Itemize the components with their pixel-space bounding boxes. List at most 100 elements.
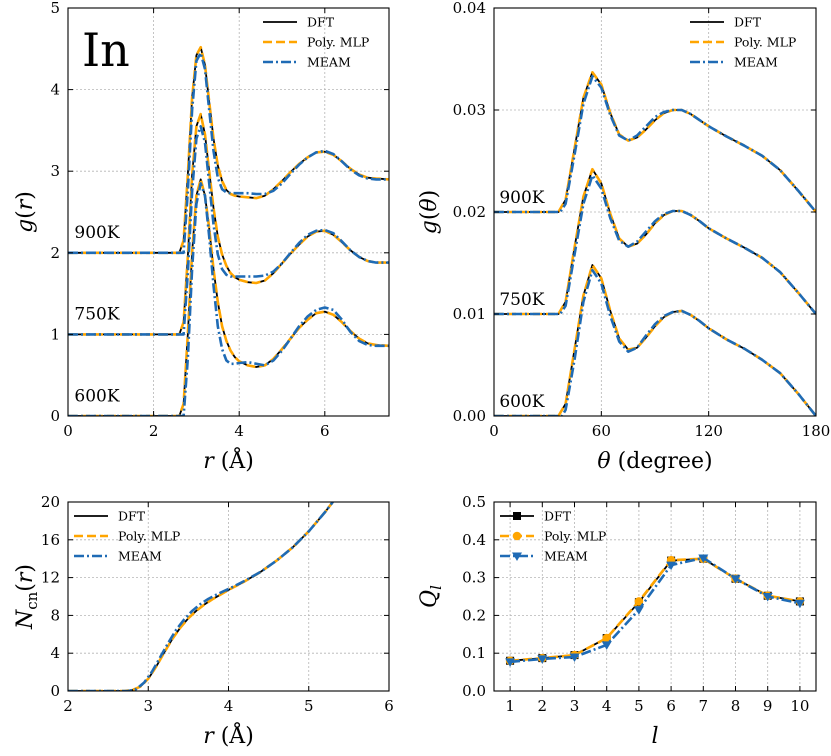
x-tick-label: 4 <box>602 697 612 715</box>
y-tick-label: 5 <box>50 0 60 17</box>
legend-label: Poly. MLP <box>118 529 180 544</box>
y-axis-label: Ncn(r) <box>13 564 41 630</box>
x-tick-label: 8 <box>731 697 741 715</box>
y-tick-label: 0.5 <box>462 493 486 511</box>
panel-ncn: 2 3 4 5 6 0 4 8 12 16 20 r (Å) Ncn(r) DFT Poly. MLP MEA… <box>13 493 394 749</box>
legend-label: DFT <box>544 509 572 524</box>
x-tick-label: 7 <box>699 697 709 715</box>
y-tick-label: 0.2 <box>462 606 486 624</box>
y-tick-label: 0.02 <box>453 203 486 221</box>
y-tick-label: 12 <box>41 569 60 587</box>
legend: DFT Poly. MLP MEAM <box>74 509 180 564</box>
legend: DFT Poly. MLP MEAM <box>500 509 606 564</box>
x-tick-label: 4 <box>224 697 234 715</box>
x-axis-label: θ (degree) <box>597 449 712 474</box>
x-tick-label: 0 <box>489 422 499 440</box>
data-point <box>569 653 580 662</box>
series-line-meam <box>509 556 801 664</box>
y-tick-label: 16 <box>41 531 60 549</box>
series-line-poly-mlp <box>68 178 389 416</box>
panel-ql: 1 2 3 4 5 6 7 8 9 10 0.0 0.1 0.2 0.3 0.4 0.5 l Ql DFT Poly.… <box>417 493 817 749</box>
y-tick-label: 4 <box>50 81 60 99</box>
y-tick-label: 0.1 <box>462 644 486 662</box>
y-axis-label: g(r) <box>13 191 38 233</box>
data-point <box>730 575 741 584</box>
series-line-meam <box>494 174 816 316</box>
data-point <box>666 561 677 571</box>
x-tick-label: 5 <box>304 697 314 715</box>
series-line-dft <box>510 557 801 662</box>
x-tick-label: 4 <box>234 422 244 440</box>
x-tick-label: 120 <box>694 422 723 440</box>
y-tick-label: 0.3 <box>462 569 486 587</box>
legend-label: DFT <box>307 15 335 30</box>
data-point <box>794 599 805 609</box>
panel-rdf: 0 2 4 6 0 1 2 3 4 5 r (Å) g(r) 900K 750K 600K In DFT Poly… <box>13 0 390 474</box>
series-line-dft <box>68 46 389 254</box>
plot-frame <box>67 7 390 417</box>
x-tick-label: 6 <box>666 697 676 715</box>
x-tick-label: 2 <box>63 697 73 715</box>
y-tick-label: 8 <box>50 606 60 624</box>
legend-label: MEAM <box>118 549 162 564</box>
legend-marker <box>512 552 522 561</box>
y-tick-label: 1 <box>50 325 60 343</box>
series-line-poly-mlp <box>509 557 801 663</box>
temperature-label: 900K <box>74 223 119 243</box>
series-line-dft <box>68 502 334 691</box>
y-axis-label: g(θ) <box>417 190 442 235</box>
legend-label: MEAM <box>307 55 351 70</box>
y-tick-label: 0 <box>50 682 60 700</box>
data-point <box>633 606 644 615</box>
plot-frame <box>493 501 817 692</box>
temperature-label: 600K <box>499 392 544 412</box>
data-point <box>537 655 548 664</box>
x-tick-label: 6 <box>320 422 330 440</box>
legend: DFT Poly. MLP MEAM <box>690 15 796 70</box>
temperature-label: 900K <box>499 188 544 208</box>
series-line-meam <box>494 268 816 416</box>
legend-label: DFT <box>734 15 762 30</box>
legend-marker <box>512 531 522 541</box>
series-line-poly-mlp <box>68 112 389 336</box>
data-point <box>698 554 709 563</box>
x-tick-label: 60 <box>592 422 611 440</box>
y-tick-label: 2 <box>50 244 60 262</box>
x-axis-label: l <box>651 724 658 749</box>
x-tick-label: 9 <box>763 697 773 715</box>
series-line-meam <box>494 75 816 214</box>
series-line-poly-mlp <box>68 502 334 691</box>
series-line-meam <box>68 125 389 336</box>
series-line-meam <box>68 182 389 416</box>
x-tick-label: 5 <box>634 697 644 715</box>
temperature-label: 750K <box>74 305 119 325</box>
legend-label: MEAM <box>544 549 588 564</box>
legend: DFT Poly. MLP MEAM <box>263 15 369 70</box>
y-tick-label: 20 <box>41 493 60 511</box>
x-tick-label: 180 <box>802 422 831 440</box>
legend-label: MEAM <box>734 55 778 70</box>
series-line-poly-mlp <box>494 167 816 316</box>
data-point <box>602 633 611 643</box>
data-point <box>762 593 773 602</box>
x-tick-label: 1 <box>505 697 515 715</box>
x-axis-label: r (Å) <box>203 446 254 474</box>
y-tick-label: 0.01 <box>453 305 486 323</box>
data-point <box>634 597 644 606</box>
y-tick-label: 4 <box>50 644 60 662</box>
y-tick-label: 0.0 <box>462 682 486 700</box>
y-axis-label: Ql <box>417 585 445 608</box>
legend-label: Poly. MLP <box>544 529 606 544</box>
panel-adf: 0 60 120 180 0.00 0.01 0.02 0.03 0.04 θ (degree) g… <box>417 0 830 474</box>
temperature-label: 750K <box>499 290 544 310</box>
y-tick-label: 0 <box>50 407 60 425</box>
x-axis-label: r (Å) <box>203 721 254 749</box>
series-line-poly-mlp <box>68 45 389 255</box>
x-tick-label: 2 <box>538 697 548 715</box>
x-tick-label: 6 <box>384 697 394 715</box>
legend-marker <box>513 512 521 520</box>
y-tick-label: 0.04 <box>453 0 486 17</box>
x-tick-label: 3 <box>143 697 153 715</box>
legend-label: Poly. MLP <box>734 35 796 50</box>
